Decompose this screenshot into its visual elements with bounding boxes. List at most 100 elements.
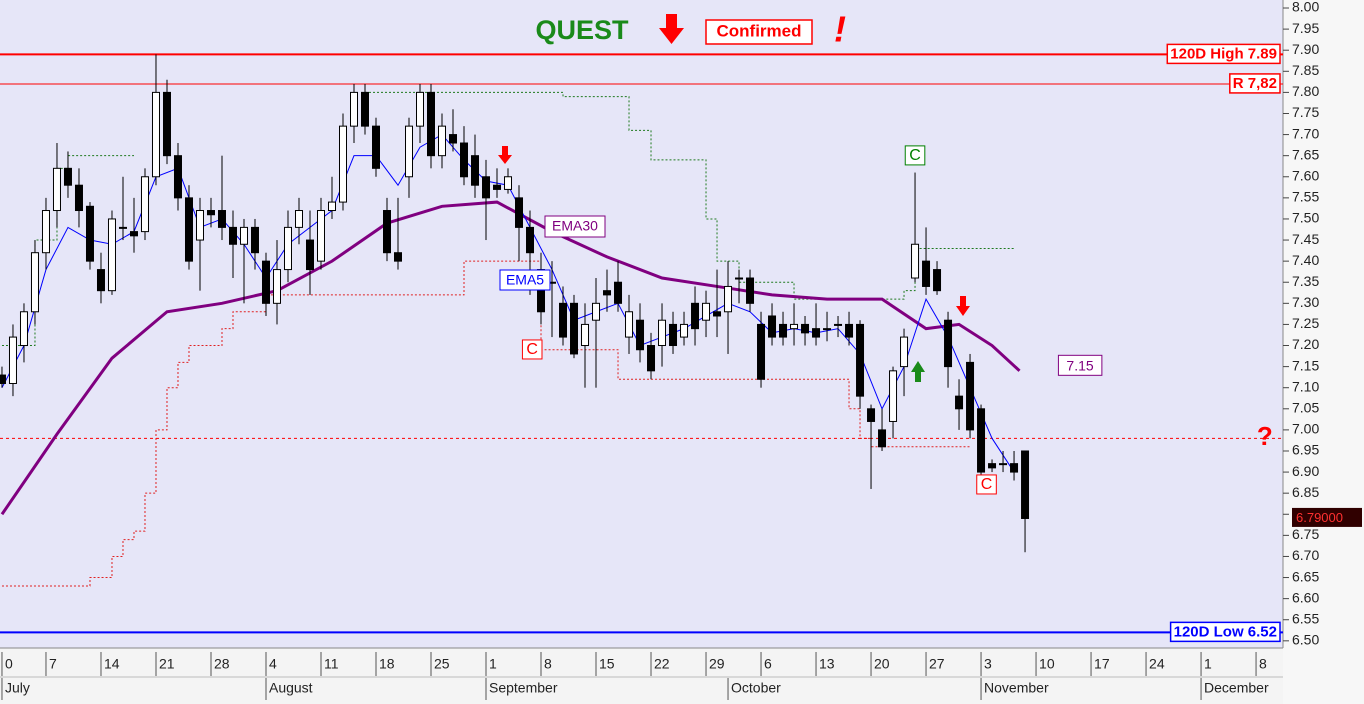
y-tick-label: 8.00 [1292, 0, 1319, 15]
candle-body [63, 167, 72, 186]
candle-body [680, 323, 689, 338]
x-tick-label: 10 [1039, 656, 1055, 672]
candle-body [933, 269, 942, 292]
candle-body [856, 323, 865, 397]
candle-body [999, 463, 1008, 466]
candle-body [482, 176, 491, 199]
candle-body [636, 319, 645, 351]
x-tick-label: 8 [544, 656, 552, 672]
y-tick-label: 7.85 [1292, 62, 1319, 78]
y-tick-label: 7.40 [1292, 252, 1319, 268]
level-label-box [1169, 621, 1281, 643]
x-tick-label: 20 [874, 656, 890, 672]
status-label: Confirmed [717, 21, 802, 40]
y-tick-label: 6.65 [1292, 568, 1319, 584]
month-label: November [984, 680, 1049, 696]
candle-body [228, 226, 237, 245]
candle-body [647, 345, 656, 372]
last-price-box [1292, 507, 1362, 527]
candle-body [768, 315, 777, 338]
y-axis-background [1283, 0, 1364, 704]
y-tick-label: 7.90 [1292, 41, 1319, 57]
x-tick-label: 14 [104, 656, 120, 672]
ema5-label-box [499, 269, 551, 291]
candle-body [834, 323, 843, 326]
candle-body [416, 91, 425, 127]
candle-body [878, 429, 887, 448]
candle-body [504, 176, 513, 190]
candle-body [8, 336, 17, 384]
y-tick-label: 6.55 [1292, 610, 1319, 626]
annotation-box [521, 339, 543, 360]
annotation: C [909, 147, 921, 164]
candle-body [988, 463, 997, 469]
candle-body [801, 323, 810, 334]
y-tick-label: 7.80 [1292, 83, 1319, 99]
x-tick-label: 27 [929, 656, 945, 672]
candle-body [41, 210, 50, 254]
y-tick-label: 7.15 [1292, 357, 1319, 373]
stop-line [1, 260, 971, 587]
y-tick-label: 6.95 [1292, 442, 1319, 458]
x-tick-label: 7 [49, 656, 57, 672]
candle-body [867, 408, 876, 422]
up-arrow-icon [911, 361, 925, 382]
candle-body [217, 210, 226, 228]
y-tick-label: 6.85 [1292, 484, 1319, 500]
candle-body [570, 302, 579, 355]
candle-body [691, 302, 700, 330]
candle-body [515, 197, 524, 228]
y-tick-label: 7.00 [1292, 421, 1319, 437]
y-tick-label: 7.35 [1292, 273, 1319, 289]
month-label: July [5, 680, 30, 696]
annotation-box [976, 474, 997, 495]
level-label-box [1166, 43, 1281, 65]
candle-body [812, 328, 821, 338]
down-arrow-icon [659, 14, 684, 44]
month-label: September [489, 680, 558, 696]
x-tick-label: 17 [1094, 656, 1110, 672]
candle-body [581, 323, 590, 347]
candle-body [107, 218, 116, 292]
annotation: ? [1257, 421, 1273, 451]
y-tick-label: 7.30 [1292, 294, 1319, 310]
alert-mark: ! [834, 9, 846, 50]
y-tick-label: 7.45 [1292, 231, 1319, 247]
candle-body [305, 239, 314, 271]
x-tick-label: 8 [1259, 656, 1267, 672]
candle-body [614, 281, 623, 304]
month-label: August [269, 680, 313, 696]
y-tick-label: 7.95 [1292, 20, 1319, 36]
candle-body [779, 323, 788, 338]
candle-body [372, 125, 381, 169]
candle-body [735, 277, 744, 280]
candle-body [757, 323, 766, 380]
candle-body [162, 91, 171, 157]
x-tick-label: 6 [764, 656, 772, 672]
x-tick-label: 3 [984, 656, 992, 672]
x-axis-background [0, 648, 1283, 704]
candle-body [327, 201, 336, 212]
y-tick-label: 6.75 [1292, 526, 1319, 542]
candle-body [19, 311, 28, 347]
ema30-label-box [544, 215, 606, 238]
candle-body [85, 205, 94, 262]
y-tick-label: 7.20 [1292, 336, 1319, 352]
down-arrow-icon [956, 296, 970, 316]
y-tick-label: 7.25 [1292, 315, 1319, 331]
candle-body [173, 155, 182, 199]
candle-body [559, 302, 568, 338]
candle-body [823, 328, 832, 331]
level-label: R 7,82 [1233, 75, 1277, 92]
candle-body [294, 210, 303, 228]
candle-body [449, 134, 458, 144]
candle-body [261, 260, 270, 304]
candle-body [184, 197, 193, 262]
last-price-label: 6.79000 [1296, 510, 1343, 525]
candle-body [316, 210, 325, 262]
candle-body [52, 167, 61, 212]
candle-body [30, 252, 39, 313]
candle-body [427, 91, 436, 157]
